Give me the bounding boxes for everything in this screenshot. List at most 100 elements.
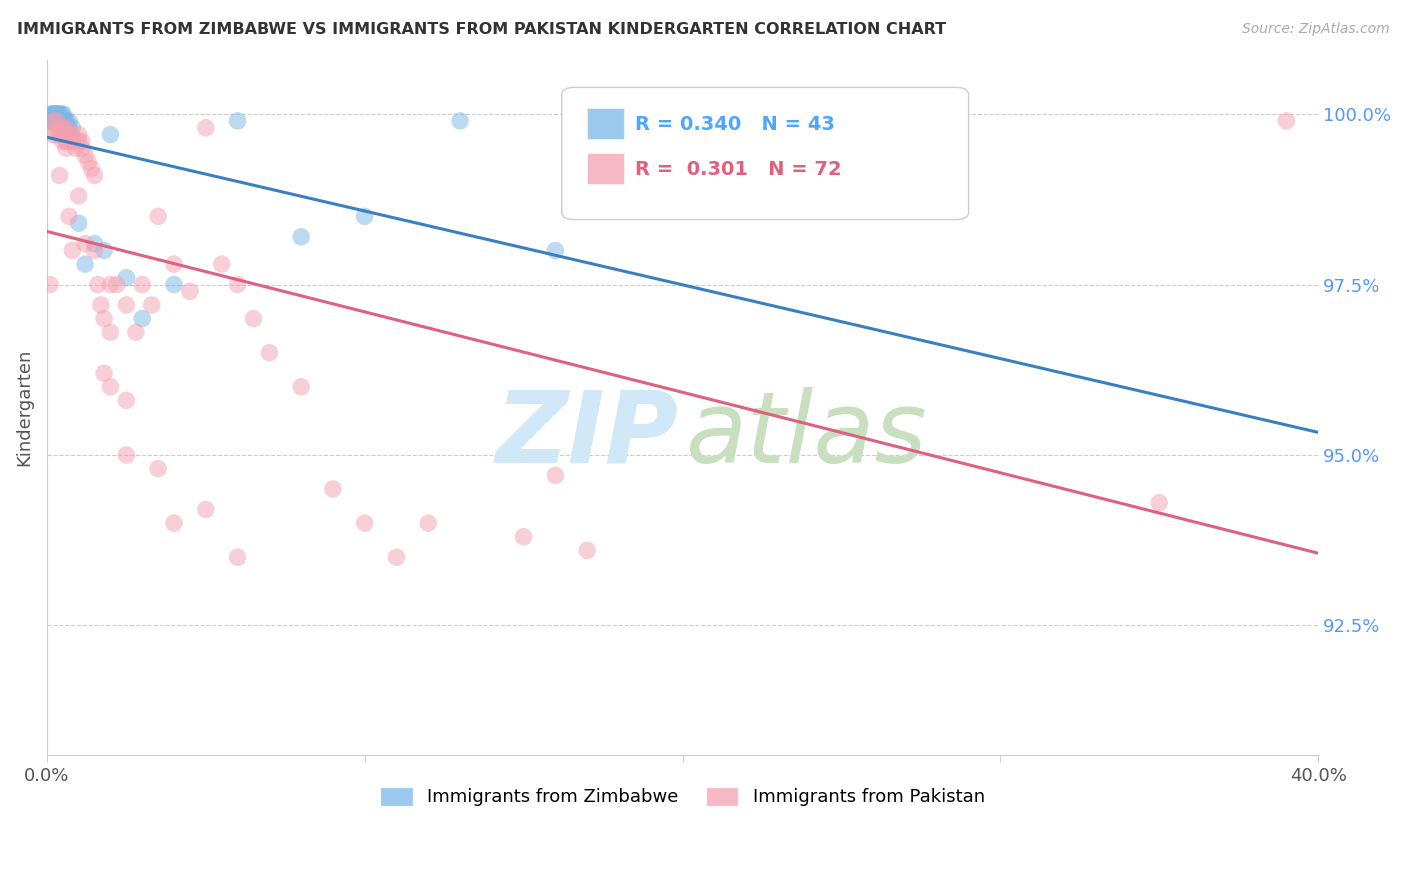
Point <box>146 461 169 475</box>
Point <box>58 128 80 142</box>
Point <box>48 114 70 128</box>
Point <box>93 366 115 380</box>
Point <box>163 516 186 530</box>
Point <box>290 380 312 394</box>
Point <box>544 468 567 483</box>
Point <box>65 141 87 155</box>
Point <box>115 298 138 312</box>
Point <box>70 135 93 149</box>
Point <box>163 257 186 271</box>
Point <box>226 114 249 128</box>
Point <box>67 216 90 230</box>
Point <box>55 120 77 135</box>
Point <box>70 141 93 155</box>
Point <box>73 148 96 162</box>
Point <box>48 120 70 135</box>
Point <box>671 114 693 128</box>
Point <box>58 114 80 128</box>
Point <box>39 107 62 121</box>
Point <box>80 161 103 176</box>
Point <box>131 277 153 292</box>
Point <box>55 135 77 149</box>
Text: R = 0.340   N = 43: R = 0.340 N = 43 <box>636 115 835 134</box>
Point <box>73 257 96 271</box>
Point <box>194 502 217 516</box>
Point <box>58 210 80 224</box>
Point <box>48 107 70 121</box>
Point <box>73 236 96 251</box>
Point <box>449 114 471 128</box>
Point <box>48 128 70 142</box>
Point <box>55 114 77 128</box>
Point <box>141 298 163 312</box>
Text: Source: ZipAtlas.com: Source: ZipAtlas.com <box>1241 22 1389 37</box>
Point <box>87 277 110 292</box>
Point <box>67 128 90 142</box>
Point <box>42 107 65 121</box>
Point <box>322 482 344 496</box>
Y-axis label: Kindergarten: Kindergarten <box>15 349 32 466</box>
Point <box>45 120 67 135</box>
Point <box>385 550 408 565</box>
Point <box>52 114 75 128</box>
Point <box>45 128 67 142</box>
Point <box>52 135 75 149</box>
Point <box>60 244 83 258</box>
Point <box>45 107 67 121</box>
Point <box>39 114 62 128</box>
Legend: Immigrants from Zimbabwe, Immigrants from Pakistan: Immigrants from Zimbabwe, Immigrants fro… <box>371 778 994 815</box>
Point <box>100 380 122 394</box>
Point <box>163 277 186 292</box>
Point <box>42 114 65 128</box>
Point <box>146 210 169 224</box>
Point <box>544 244 567 258</box>
Point <box>60 128 83 142</box>
Point <box>45 114 67 128</box>
Point <box>77 154 100 169</box>
Point <box>83 169 105 183</box>
Point <box>418 516 440 530</box>
Text: R =  0.301   N = 72: R = 0.301 N = 72 <box>636 160 842 179</box>
Point <box>45 107 67 121</box>
Text: ZIP: ZIP <box>496 386 679 483</box>
Point <box>242 311 264 326</box>
Text: IMMIGRANTS FROM ZIMBABWE VS IMMIGRANTS FROM PAKISTAN KINDERGARTEN CORRELATION CH: IMMIGRANTS FROM ZIMBABWE VS IMMIGRANTS F… <box>17 22 946 37</box>
Point <box>45 114 67 128</box>
Point <box>290 230 312 244</box>
Point <box>576 543 599 558</box>
Point <box>67 135 90 149</box>
Point <box>105 277 128 292</box>
Point <box>226 550 249 565</box>
Point <box>52 120 75 135</box>
Point <box>58 120 80 135</box>
Point <box>115 393 138 408</box>
Point <box>131 311 153 326</box>
Point <box>125 325 148 339</box>
Point <box>100 325 122 339</box>
Point <box>115 270 138 285</box>
Point <box>100 128 122 142</box>
Point <box>55 120 77 135</box>
Point <box>48 114 70 128</box>
Point <box>55 114 77 128</box>
Point <box>65 135 87 149</box>
FancyBboxPatch shape <box>588 108 626 139</box>
Point <box>512 530 534 544</box>
Point <box>100 277 122 292</box>
Point <box>48 114 70 128</box>
Point <box>60 120 83 135</box>
Point <box>45 107 67 121</box>
Point <box>90 298 112 312</box>
Point <box>48 169 70 183</box>
Point <box>45 107 67 121</box>
Point <box>226 277 249 292</box>
Point <box>45 114 67 128</box>
Point <box>353 516 375 530</box>
Point <box>52 114 75 128</box>
Point <box>259 345 281 359</box>
Point <box>52 128 75 142</box>
Point <box>67 189 90 203</box>
Point <box>194 120 217 135</box>
Point <box>39 277 62 292</box>
Point <box>1275 114 1298 128</box>
